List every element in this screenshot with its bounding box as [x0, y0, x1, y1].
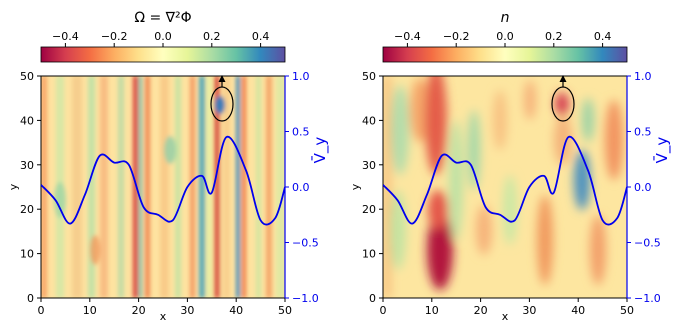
x-tick-label: 10: [83, 304, 97, 317]
y-tick-label: 0: [369, 292, 376, 305]
x-tick-label: 0: [380, 304, 387, 317]
x-axis-label: x: [160, 310, 167, 320]
density-panel: n −0.4 −0.2 0.0 0.2 0.4: [349, 10, 672, 320]
velocity-profile-line: [383, 135, 627, 226]
colorbar-ticks: −0.4 −0.2 0.0 0.2 0.4: [394, 30, 611, 47]
y-axis-ticks: 0 10 20 30 40 50: [362, 70, 383, 305]
right-tick-label: 0.5: [292, 126, 310, 139]
y-tick-label: 10: [362, 248, 376, 261]
y-axis-label: y: [349, 183, 362, 190]
x-tick-label: 20: [132, 304, 146, 317]
right-tick-label: −0.5: [634, 237, 661, 250]
y-tick-label: 30: [20, 159, 34, 172]
x-tick-label: 30: [522, 304, 536, 317]
right-tick-label: −1.0: [292, 292, 319, 305]
vortex-annotation: [210, 75, 234, 122]
x-axis-ticks: 0 10 20 30 40 50: [380, 298, 634, 317]
y-tick-label: 0: [27, 292, 34, 305]
right-tick-label: 0.0: [634, 181, 652, 194]
x-tick-label: 50: [620, 304, 634, 317]
y-axis-ticks: 0 10 20 30 40 50: [20, 70, 41, 305]
colorbar-tick-label: −0.4: [394, 30, 421, 43]
x-tick-label: 30: [180, 304, 194, 317]
right-tick-label: −0.5: [292, 237, 319, 250]
right-axis-ticks: −1.0 −0.5 0.0 0.5 1.0: [284, 70, 319, 305]
heatmap-field: [41, 76, 285, 298]
y-tick-label: 40: [362, 114, 376, 127]
x-tick-label: 40: [571, 304, 585, 317]
colorbar-tick-label: 0.0: [154, 30, 172, 43]
y-tick-label: 50: [362, 70, 376, 83]
colorbar-tick-label: −0.2: [101, 30, 128, 43]
right-tick-label: 0.0: [292, 181, 310, 194]
colorbar-tick-label: 0.2: [203, 30, 221, 43]
y-axis-label: y: [7, 183, 20, 190]
y-tick-label: 20: [362, 203, 376, 216]
y-tick-label: 40: [20, 114, 34, 127]
right-tick-label: −1.0: [634, 292, 661, 305]
x-axis-ticks: 0 10 20 30 40 50: [38, 298, 292, 317]
right-axis-ticks: −1.0 −0.5 0.0 0.5 1.0: [626, 70, 661, 305]
x-tick-label: 40: [229, 304, 243, 317]
x-tick-label: 10: [425, 304, 439, 317]
right-tick-label: 1.0: [634, 70, 652, 83]
right-tick-label: 1.0: [292, 70, 310, 83]
colorbar-tick-label: −0.2: [443, 30, 470, 43]
x-tick-label: 0: [38, 304, 45, 317]
colorbar-ticks: −0.4 −0.2 0.0 0.2 0.4: [52, 30, 269, 47]
heatmap-field: [383, 76, 627, 298]
x-tick-label: 20: [474, 304, 488, 317]
colorbar: [382, 46, 628, 63]
colorbar-tick-label: 0.4: [594, 30, 612, 43]
x-tick-label: 50: [278, 304, 292, 317]
colorbar: [40, 46, 286, 63]
vortex-annotation: [551, 75, 575, 122]
velocity-profile-line: [41, 135, 285, 226]
x-axis-label: x: [502, 310, 509, 320]
panel-title: n: [501, 10, 510, 26]
y-tick-label: 10: [20, 248, 34, 261]
y-tick-label: 50: [20, 70, 34, 83]
y-tick-label: 20: [20, 203, 34, 216]
right-axis-label: V̄_y: [652, 137, 672, 164]
panel-title: Ω = ∇²Φ: [134, 10, 191, 26]
vorticity-panel: Ω = ∇²Φ −0.4 −0.2 0.0 0.2 0.4: [7, 10, 330, 320]
colorbar-tick-label: 0.2: [545, 30, 563, 43]
colorbar-tick-label: 0.4: [252, 30, 270, 43]
colorbar-tick-label: 0.0: [496, 30, 514, 43]
right-tick-label: 0.5: [634, 126, 652, 139]
y-tick-label: 30: [362, 159, 376, 172]
right-axis-label: V̄_y: [310, 137, 330, 164]
colorbar-tick-label: −0.4: [52, 30, 79, 43]
